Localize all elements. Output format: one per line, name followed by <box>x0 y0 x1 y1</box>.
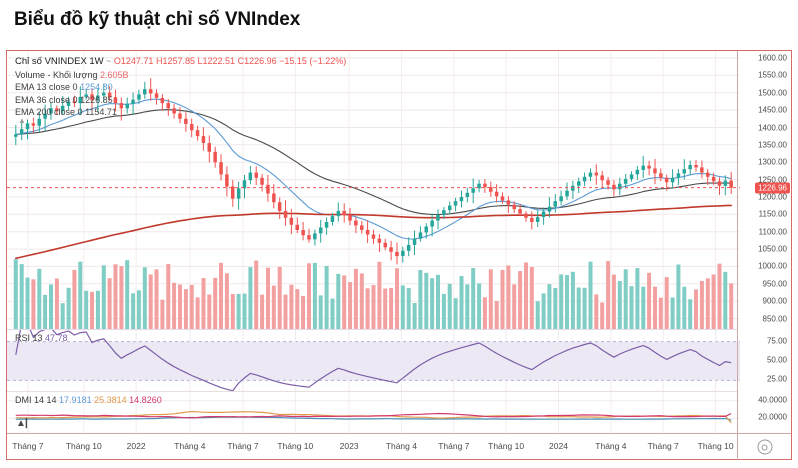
rsi-tick: 50.00 <box>766 355 787 365</box>
dmi-tick: 40.0000 <box>758 395 787 405</box>
time-tick: Tháng 4 <box>385 441 417 451</box>
rsi-chart-svg <box>7 330 740 392</box>
price-tick: 1000.00 <box>758 261 787 271</box>
time-tick: Tháng 4 <box>174 441 206 451</box>
time-tick: 2022 <box>126 441 146 451</box>
time-tick: Tháng 10 <box>65 441 102 451</box>
price-tick: 1300.00 <box>758 157 787 167</box>
price-tick: 1550.00 <box>758 70 787 80</box>
price-axis[interactable]: 1600.00 1550.00 1500.00 1450.00 1400.00 1350.… <box>737 51 791 433</box>
page-title: Biểu đồ kỹ thuật chỉ số VNIndex <box>14 9 301 30</box>
time-tick: Tháng 7 <box>227 441 259 451</box>
price-tick: 1500.00 <box>758 88 787 98</box>
dmi-pane[interactable]: DMI 14 14 17.9181 25.3814 14.8260 ▲⎸ <box>7 391 740 434</box>
price-tick: 1150.00 <box>758 209 787 219</box>
time-tick: Tháng 4 <box>595 441 627 451</box>
price-tick: 1250.00 <box>758 175 787 185</box>
price-tick: 900.00 <box>762 296 787 306</box>
price-tick: 1350.00 <box>758 140 787 150</box>
time-tick: 2024 <box>549 441 568 451</box>
collapse-chevron-up-icon[interactable]: ▲ <box>18 115 26 125</box>
time-tick: Tháng 7 <box>12 441 44 451</box>
price-tick: 1400.00 <box>758 123 787 132</box>
time-tick: Tháng 7 <box>438 441 470 451</box>
rsi-tick: 25.00 <box>766 374 787 384</box>
dmi-chart-svg <box>7 392 740 434</box>
tradingview-logo-icon: ▲⎸ <box>16 417 36 429</box>
price-pane[interactable] <box>7 51 740 329</box>
gear-icon[interactable] <box>757 439 772 455</box>
last-price-badge: 1226.96 <box>755 182 790 194</box>
axis-settings-cell[interactable] <box>737 433 791 460</box>
price-tick: 1100.00 <box>758 227 787 237</box>
time-axis[interactable]: Tháng 7 Tháng 10 2022 Tháng 4 Tháng 7 Tháng 1… <box>7 433 738 460</box>
price-tick: 850.00 <box>762 314 787 324</box>
price-tick: 950.00 <box>762 279 787 289</box>
dmi-tick: 20.0000 <box>758 412 787 422</box>
time-tick: Tháng 10 <box>277 441 314 451</box>
time-tick: Tháng 10 <box>697 441 734 451</box>
price-chart-svg <box>7 51 740 329</box>
chart-container[interactable]: Chỉ số VNINDEX 1W ~ O1247.71 H1257.85 L1… <box>6 50 792 460</box>
rsi-pane[interactable]: RSI 13 47.78 <box>7 329 740 392</box>
rsi-tick: 75.00 <box>766 336 787 346</box>
price-tick: 1450.00 <box>758 105 787 115</box>
price-tick: 1200.00 <box>758 192 787 202</box>
price-tick: 1050.00 <box>758 244 787 254</box>
time-tick: 2023 <box>339 441 359 451</box>
time-tick: Tháng 7 <box>647 441 679 451</box>
time-tick: Tháng 10 <box>488 441 525 451</box>
price-tick: 1600.00 <box>758 53 787 63</box>
